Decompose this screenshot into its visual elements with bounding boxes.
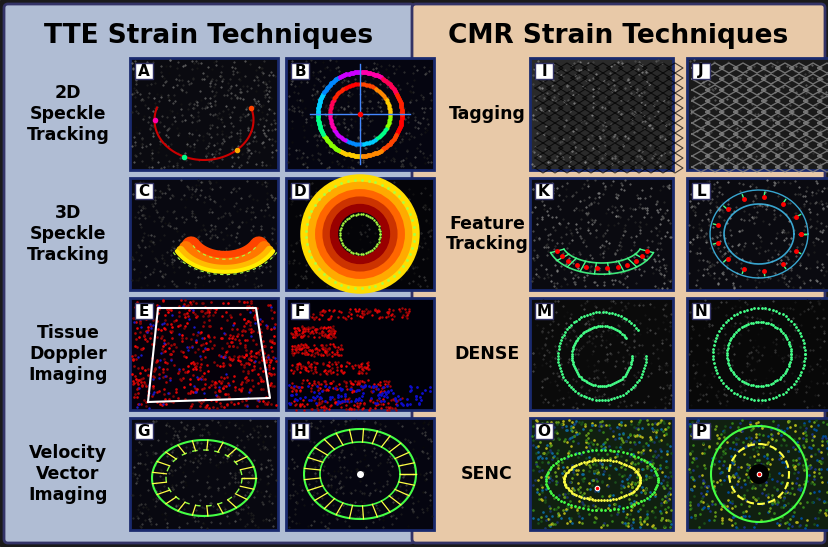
Text: TTE Strain Techniques: TTE Strain Techniques <box>45 23 373 49</box>
Bar <box>529 298 672 410</box>
FancyBboxPatch shape <box>412 4 824 543</box>
Text: A: A <box>138 63 150 79</box>
Text: SENC: SENC <box>460 465 513 483</box>
Text: M: M <box>536 304 551 318</box>
FancyBboxPatch shape <box>534 303 552 319</box>
Bar <box>686 58 828 170</box>
Text: H: H <box>293 423 306 439</box>
Text: Velocity
Vector
Imaging: Velocity Vector Imaging <box>28 444 108 504</box>
Text: Tagging: Tagging <box>448 105 525 123</box>
Bar <box>529 418 672 530</box>
Text: I: I <box>541 63 546 79</box>
Text: P: P <box>695 423 705 439</box>
Text: Tissue
Doppler
Imaging: Tissue Doppler Imaging <box>28 324 108 384</box>
Text: K: K <box>537 183 549 199</box>
FancyBboxPatch shape <box>4 4 413 543</box>
FancyBboxPatch shape <box>691 423 709 439</box>
Text: B: B <box>294 63 306 79</box>
Text: J: J <box>697 63 703 79</box>
Text: L: L <box>696 183 705 199</box>
Text: D: D <box>293 183 306 199</box>
Circle shape <box>748 464 768 484</box>
Bar <box>286 178 434 290</box>
FancyBboxPatch shape <box>135 423 153 439</box>
Text: 3D
Speckle
Tracking: 3D Speckle Tracking <box>26 204 109 264</box>
Text: N: N <box>694 304 706 318</box>
Text: CMR Strain Techniques: CMR Strain Techniques <box>447 23 787 49</box>
Text: DENSE: DENSE <box>454 345 519 363</box>
Text: F: F <box>295 304 305 318</box>
Text: C: C <box>138 183 149 199</box>
Bar <box>686 298 828 410</box>
FancyBboxPatch shape <box>135 183 153 199</box>
Bar <box>686 178 828 290</box>
FancyBboxPatch shape <box>691 183 709 199</box>
Text: 2D
Speckle
Tracking: 2D Speckle Tracking <box>26 84 109 144</box>
FancyBboxPatch shape <box>534 423 552 439</box>
Bar <box>130 298 277 410</box>
Bar <box>130 418 277 530</box>
Bar <box>529 178 672 290</box>
FancyBboxPatch shape <box>534 183 552 199</box>
Bar <box>130 58 277 170</box>
Text: O: O <box>537 423 550 439</box>
FancyBboxPatch shape <box>291 183 309 199</box>
Bar <box>529 58 672 170</box>
FancyBboxPatch shape <box>291 423 309 439</box>
FancyBboxPatch shape <box>291 63 309 79</box>
Text: G: G <box>137 423 150 439</box>
Bar <box>286 418 434 530</box>
FancyBboxPatch shape <box>135 303 153 319</box>
FancyBboxPatch shape <box>691 63 709 79</box>
FancyBboxPatch shape <box>135 63 153 79</box>
Bar <box>286 58 434 170</box>
Text: Feature
Tracking: Feature Tracking <box>445 214 527 253</box>
Bar <box>130 178 277 290</box>
Bar <box>686 418 828 530</box>
Text: E: E <box>138 304 149 318</box>
Bar <box>286 298 434 410</box>
FancyBboxPatch shape <box>691 303 709 319</box>
FancyBboxPatch shape <box>291 303 309 319</box>
FancyBboxPatch shape <box>534 63 552 79</box>
